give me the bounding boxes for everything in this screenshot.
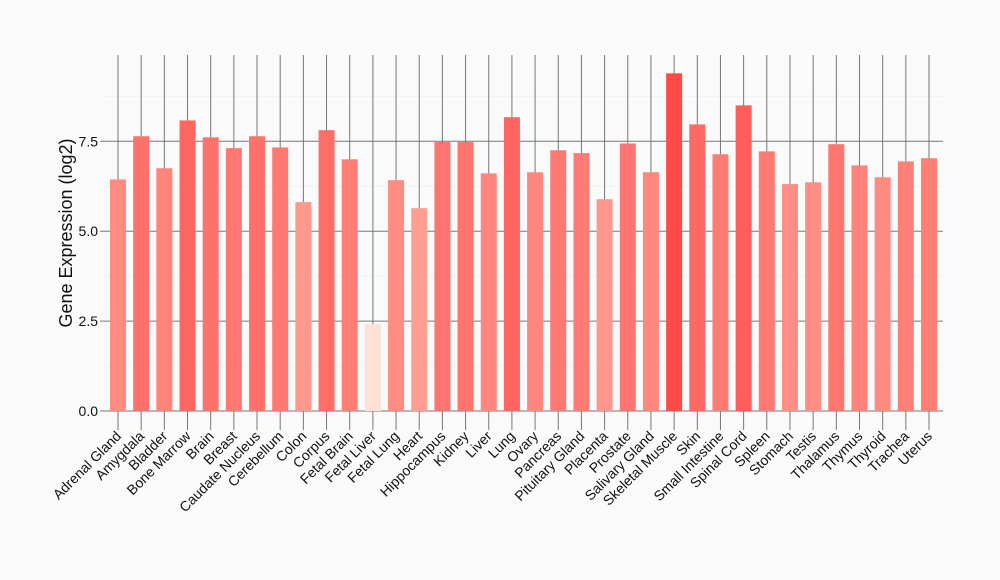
bar-uterus[interactable] [921, 158, 937, 411]
bar-trachea[interactable] [897, 161, 914, 411]
bar-caudate-nucleus[interactable] [249, 136, 266, 412]
bar-salivary-gland[interactable] [642, 172, 659, 411]
bar-thyroid[interactable] [874, 177, 891, 411]
bars [110, 73, 937, 412]
bar-corpus[interactable] [318, 130, 335, 411]
bar-prostate[interactable] [619, 143, 636, 411]
y-tick-label: 2.5 [79, 313, 99, 329]
bar-brain[interactable] [202, 137, 219, 411]
bar-lung[interactable] [503, 117, 520, 412]
bar-fetal-liver[interactable] [364, 323, 381, 411]
bar-skin[interactable] [689, 124, 706, 411]
y-axis: 0.0 2.5 5.0 7.5 [79, 133, 99, 419]
bar-spinal-cord[interactable] [735, 105, 752, 411]
bar-liver[interactable] [480, 173, 497, 411]
bar-breast[interactable] [225, 148, 242, 411]
bar-hippocampus[interactable] [434, 142, 451, 411]
bar-thalamus[interactable] [828, 144, 845, 411]
y-axis-title: Gene Expression (log2) [56, 138, 76, 327]
bar-thymus[interactable] [851, 165, 868, 411]
bar-colon[interactable] [295, 202, 312, 411]
bar-placenta[interactable] [596, 199, 613, 411]
bar-pituitary-gland[interactable] [573, 153, 590, 412]
bar-adrenal-gland[interactable] [110, 179, 126, 411]
bar-fetal-brain[interactable] [341, 159, 358, 411]
bar-stomach[interactable] [781, 184, 798, 411]
y-tick-label: 0.0 [79, 403, 99, 419]
bar-cerebellum[interactable] [272, 147, 289, 411]
bar-fetal-lung[interactable] [388, 180, 405, 411]
bar-small-intestine[interactable] [712, 154, 729, 412]
bar-bladder[interactable] [156, 168, 173, 411]
bar-ovary[interactable] [527, 172, 544, 411]
bar-bone-marrow[interactable] [179, 120, 196, 411]
bar-testis[interactable] [805, 182, 822, 411]
bar-heart[interactable] [411, 208, 428, 411]
bar-skeletal-muscle[interactable] [666, 73, 683, 412]
y-tick-label: 7.5 [79, 133, 99, 149]
bar-spleen[interactable] [758, 151, 775, 412]
y-tick-label: 5.0 [79, 223, 99, 239]
bar-amygdala[interactable] [133, 136, 150, 412]
bar-kidney[interactable] [457, 142, 474, 411]
bar-pancreas[interactable] [550, 150, 567, 412]
